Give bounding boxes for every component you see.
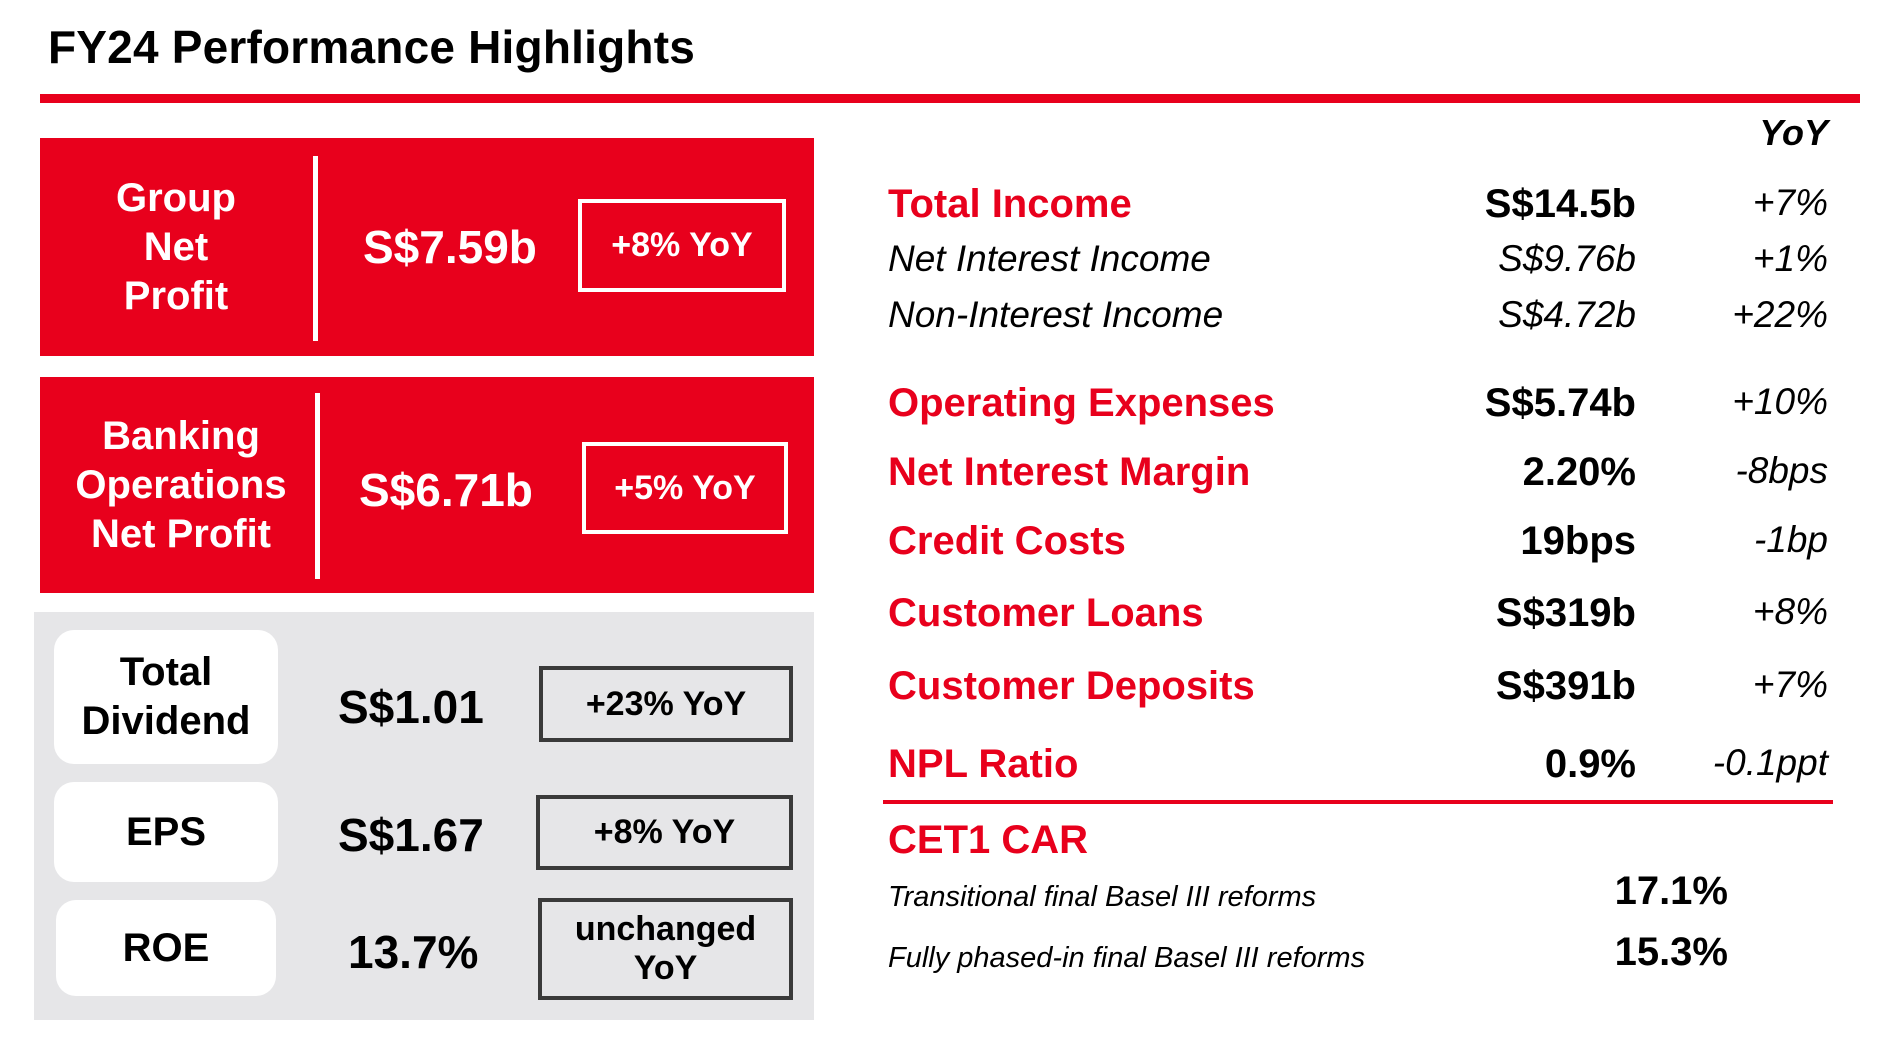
roe-label: ROE — [56, 900, 276, 996]
group-net-profit-value: S$7.59b — [363, 221, 537, 273]
panel-divider — [313, 156, 318, 341]
table-row: Net Interest Income S$9.76b +1% — [888, 238, 1828, 288]
metric-value: S$5.74b — [1484, 381, 1636, 425]
metric-yoy: +1% — [1752, 238, 1828, 279]
yoy-column-header: YoY — [1759, 112, 1828, 153]
metric-name: Operating Expenses — [888, 381, 1275, 425]
metric-value: S$319b — [1495, 591, 1636, 635]
metric-value: S$391b — [1495, 664, 1636, 708]
metric-yoy: +10% — [1732, 381, 1828, 422]
table-row: Credit Costs 19bps -1bp — [888, 519, 1828, 569]
label-line: Operations — [75, 462, 287, 507]
metric-value: 19bps — [1520, 519, 1636, 563]
metric-yoy: -8bps — [1735, 450, 1828, 491]
page-title: FY24 Performance Highlights — [48, 21, 695, 73]
banking-net-profit-yoy-box: +5% YoY — [582, 442, 788, 534]
banking-net-profit-label: Banking Operations Net Profit — [40, 377, 322, 593]
roe-yoy-line: YoY — [633, 949, 698, 987]
metric-value: 0.9% — [1544, 742, 1636, 786]
metric-yoy: -1bp — [1753, 519, 1828, 560]
eps-label: EPS — [54, 782, 278, 882]
group-net-profit-panel: Group Net Profit S$7.59b +8% YoY — [40, 138, 814, 356]
metric-name: NPL Ratio — [888, 742, 1079, 786]
metric-yoy: +7% — [1752, 664, 1828, 705]
eps-yoy-box: +8% YoY — [536, 795, 793, 870]
metric-name: Non-Interest Income — [888, 294, 1224, 335]
metric-yoy: -0.1ppt — [1712, 742, 1828, 783]
panel-divider — [315, 393, 320, 579]
label-line: Net Profit — [91, 511, 271, 556]
label-line: Net — [143, 224, 209, 269]
metric-name: Customer Deposits — [888, 664, 1255, 708]
metric-name: Credit Costs — [888, 519, 1126, 563]
eps-value: S$1.67 — [338, 809, 484, 861]
table-row: Customer Loans S$319b +8% — [888, 591, 1828, 641]
table-row: Customer Deposits S$391b +7% — [888, 664, 1828, 714]
metric-name: Total Income — [888, 182, 1132, 226]
metric-yoy: +8% — [1752, 591, 1828, 632]
label-line: Dividend — [81, 699, 251, 743]
metric-name: Net Interest Income — [888, 238, 1211, 279]
metric-value: S$14.5b — [1484, 182, 1636, 226]
table-row: Operating Expenses S$5.74b +10% — [888, 381, 1828, 431]
label-line: Total — [119, 650, 213, 694]
label-line: Group — [116, 175, 236, 220]
total-dividend-value: S$1.01 — [338, 681, 484, 733]
section-divider — [883, 800, 1833, 804]
banking-net-profit-panel: Banking Operations Net Profit S$6.71b +5… — [40, 377, 814, 593]
total-dividend-yoy-box: +23% YoY — [539, 666, 793, 742]
table-row: Net Interest Margin 2.20% -8bps — [888, 450, 1828, 500]
group-net-profit-yoy-box: +8% YoY — [578, 199, 786, 292]
table-row: NPL Ratio 0.9% -0.1ppt — [888, 742, 1828, 792]
roe-yoy-box: unchanged YoY — [538, 898, 793, 1000]
roe-yoy-line: unchanged — [574, 910, 757, 948]
group-net-profit-label: Group Net Profit — [40, 138, 312, 356]
cet1-row-value: 15.3% — [1614, 930, 1728, 974]
metric-value: S$9.76b — [1498, 238, 1636, 279]
total-dividend-label: Total Dividend — [54, 630, 278, 764]
metric-name: Net Interest Margin — [888, 450, 1251, 494]
cet1-row: Fully phased-in final Basel III reforms … — [888, 930, 1728, 975]
label-line: Profit — [123, 273, 229, 318]
title-underline — [40, 94, 1860, 103]
metric-yoy: +7% — [1752, 182, 1828, 223]
metric-value: 2.20% — [1522, 450, 1636, 494]
metric-yoy: +22% — [1732, 294, 1828, 335]
cet1-row-label: Transitional final Basel III reforms — [888, 881, 1317, 913]
table-row: Non-Interest Income S$4.72b +22% — [888, 294, 1828, 344]
table-row: Total Income S$14.5b +7% — [888, 182, 1828, 232]
cet1-row: Transitional final Basel III reforms 17.… — [888, 869, 1728, 914]
metric-name: Customer Loans — [888, 591, 1204, 635]
cet1-car-title: CET1 CAR — [888, 818, 1089, 862]
cet1-row-label: Fully phased-in final Basel III reforms — [888, 942, 1366, 974]
cet1-row-value: 17.1% — [1614, 869, 1728, 913]
roe-value: 13.7% — [348, 926, 479, 978]
label-line: Banking — [102, 413, 260, 458]
metric-value: S$4.72b — [1498, 294, 1636, 335]
banking-net-profit-value: S$6.71b — [359, 464, 533, 516]
